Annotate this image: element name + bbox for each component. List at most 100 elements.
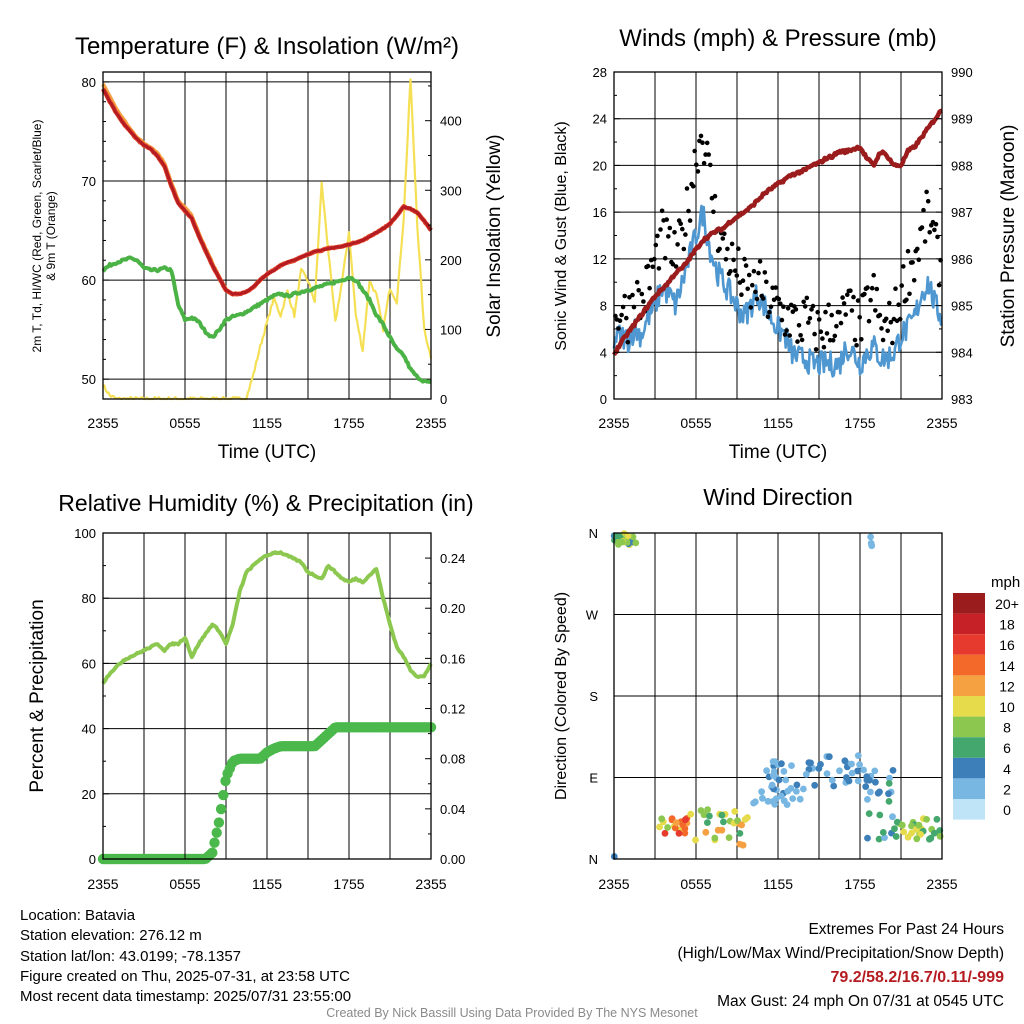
direction-point: [671, 824, 679, 832]
direction-point: [875, 835, 883, 843]
direction-point: [615, 538, 622, 546]
temperature-line: [101, 88, 433, 296]
gust-point: [722, 231, 727, 236]
gust-point: [641, 299, 646, 304]
winds-grid: [614, 72, 942, 399]
direction-point: [876, 811, 884, 819]
gust-point: [796, 323, 802, 328]
gust-point: [624, 315, 629, 321]
direction-point: [898, 821, 906, 829]
direction-point: [736, 830, 744, 837]
station-latlon: Station lat/lon: 43.0199; -78.1357: [20, 947, 242, 965]
y-tick-label: 40: [82, 722, 96, 737]
gust-point: [813, 347, 819, 352]
direction-point: [866, 776, 873, 784]
y-tick-label: 20: [82, 787, 96, 802]
direction-point: [865, 810, 873, 817]
direction-point: [734, 817, 741, 825]
direction-point: [739, 841, 747, 849]
direction-point: [900, 828, 908, 836]
direction-point: [682, 816, 689, 824]
direction-point: [780, 768, 788, 775]
gust-point: [655, 233, 660, 239]
x-tick-label: 1155: [252, 415, 282, 431]
max-gust: Max Gust: 24 mph On 07/31 at 0545 UTC: [717, 993, 1004, 1010]
direction-point: [731, 808, 739, 815]
station-elevation: Station elevation: 276.12 m: [20, 927, 202, 945]
y-tick-label: N: [589, 526, 598, 541]
gust-point: [855, 298, 861, 303]
gust-point: [854, 343, 859, 348]
gust-point: [907, 291, 912, 297]
gust-point: [742, 256, 747, 262]
gust-point: [647, 285, 652, 291]
gust-point: [695, 169, 701, 174]
humidity-grid: [103, 533, 431, 859]
precip-point: [209, 837, 220, 848]
direction-point: [864, 796, 871, 803]
direction-point: [672, 819, 680, 827]
direction-point: [700, 811, 708, 819]
gust-point: [725, 246, 730, 252]
x-tick-label: 2355: [87, 876, 118, 892]
gust-point: [659, 208, 665, 214]
y-tick-label: 200: [440, 253, 462, 268]
gust-point: [806, 320, 811, 325]
x-tick-label: 1755: [844, 876, 875, 892]
direction-point: [771, 758, 779, 765]
gust-point: [753, 289, 758, 295]
gust-point: [922, 239, 928, 244]
gust-point: [807, 316, 813, 321]
colorbar-label: 0: [1003, 802, 1011, 818]
gust-point: [838, 320, 844, 326]
gust-point: [887, 300, 892, 306]
gust-point: [885, 328, 890, 334]
direction-point: [624, 532, 632, 540]
gust-point: [865, 285, 870, 290]
direction-point: [872, 778, 879, 786]
direction-point: [904, 833, 912, 841]
gust-point: [935, 234, 940, 240]
gust-point: [879, 326, 884, 331]
direction-point: [793, 788, 800, 795]
direction-point: [848, 769, 856, 777]
direction-point: [744, 814, 751, 821]
gust-point: [851, 294, 856, 300]
gust-point: [687, 218, 693, 223]
gust-point: [729, 241, 735, 247]
gust-point: [762, 270, 768, 275]
direction-point: [775, 776, 783, 784]
direction-point: [793, 781, 801, 789]
humidity-ticks: 2355 0555 1155 1755 2355 0 20 40 60 80 100 0.00 0.04…: [74, 526, 465, 892]
x-tick-label: 1155: [763, 415, 793, 431]
direction-point: [796, 795, 804, 803]
gust-point: [694, 162, 699, 167]
direction-point: [789, 795, 797, 802]
direction-point: [867, 533, 874, 541]
x-tick-label: 2355: [415, 876, 446, 892]
y-tick-label: 80: [82, 591, 96, 606]
gust-point: [801, 299, 806, 305]
gust-point: [896, 302, 901, 308]
colorbar-title: mph: [991, 574, 1020, 591]
gust-point: [877, 312, 883, 318]
gust-point: [736, 246, 741, 251]
gust-point: [652, 256, 657, 262]
y-tick-label: 300: [440, 183, 462, 198]
gust-point: [616, 326, 621, 331]
y-tick-label: 60: [82, 656, 96, 671]
direction-point: [656, 823, 663, 831]
gust-point: [843, 312, 848, 317]
direction-point: [893, 818, 901, 826]
direction-point: [862, 783, 870, 790]
gust-point: [751, 268, 757, 274]
gust-point: [712, 193, 718, 199]
direction-point: [876, 788, 883, 796]
gust-point: [720, 236, 726, 241]
direction-point: [836, 767, 843, 775]
gust-point: [756, 270, 761, 276]
direction-series: [610, 530, 944, 860]
humidity-panel: Relative Humidity (%) & Precipitation (i…: [27, 490, 474, 892]
